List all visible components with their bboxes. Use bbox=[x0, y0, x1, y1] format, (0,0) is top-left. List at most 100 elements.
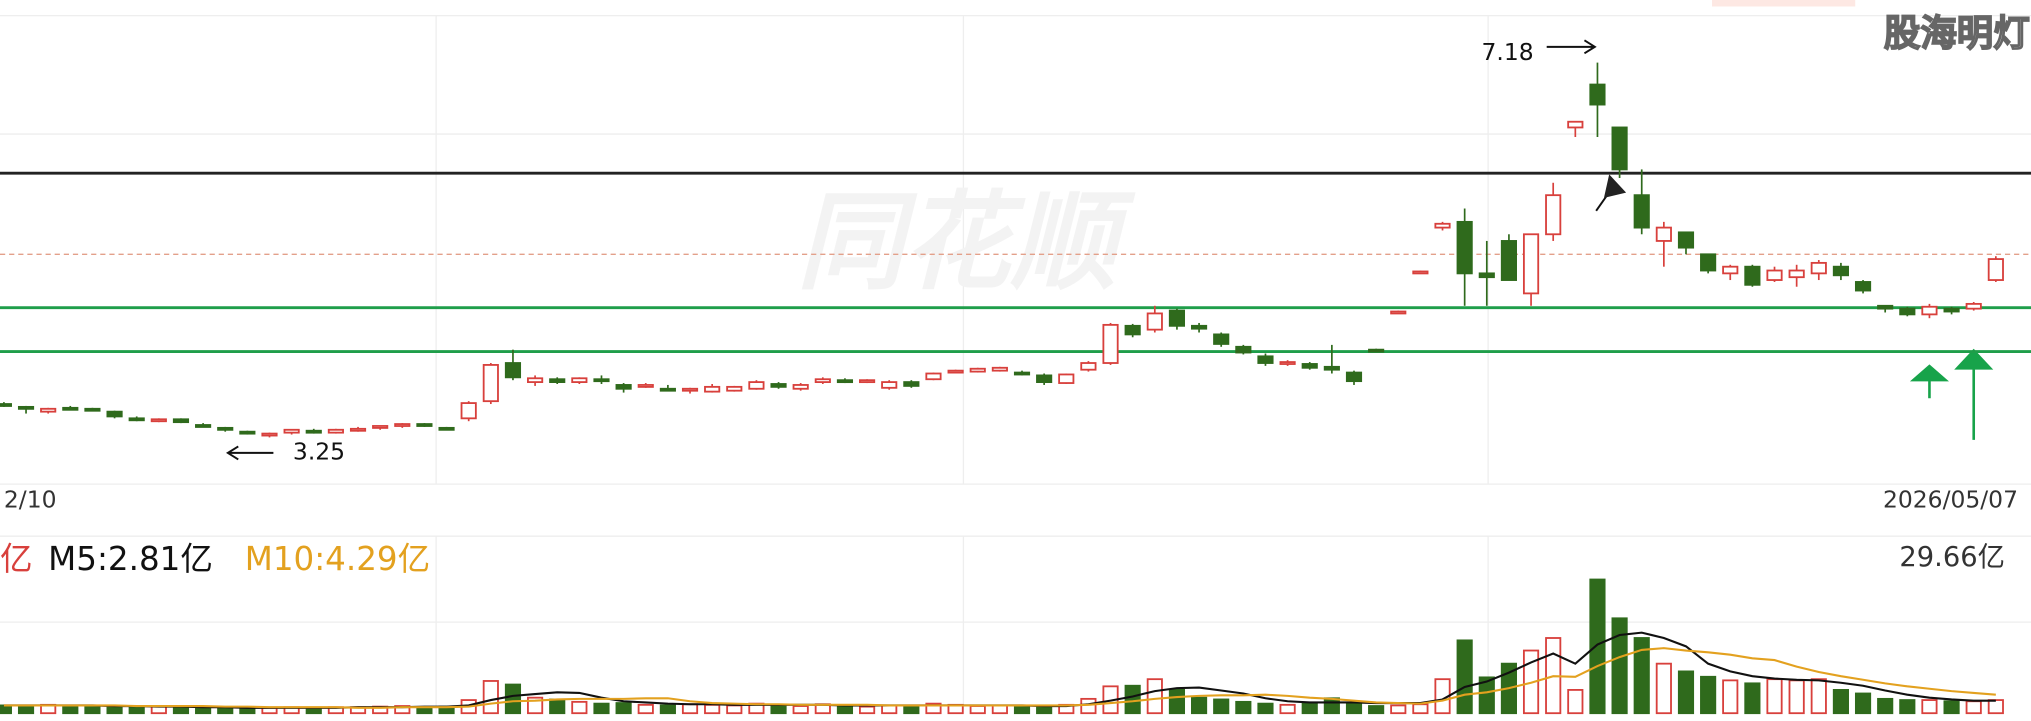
candle-body bbox=[84, 407, 101, 412]
volume-bar bbox=[84, 705, 101, 715]
candle-body bbox=[283, 428, 300, 434]
volume-bar bbox=[1899, 699, 1916, 715]
candle-body bbox=[1877, 304, 1894, 310]
volume-bar bbox=[1810, 678, 1827, 715]
candle-body bbox=[504, 362, 522, 379]
candle-body bbox=[1013, 371, 1031, 376]
volume-bar bbox=[1456, 639, 1473, 715]
volume-bar bbox=[1190, 696, 1208, 715]
candle-body bbox=[217, 426, 234, 431]
volume-bar bbox=[394, 705, 411, 715]
volume-bar bbox=[792, 705, 809, 715]
candle-body bbox=[1301, 363, 1318, 369]
watermark: 同花顺 bbox=[797, 181, 1137, 305]
candle-body bbox=[1677, 231, 1695, 249]
candle-body bbox=[261, 432, 278, 437]
volume-bar bbox=[128, 706, 145, 715]
candle-body bbox=[1390, 310, 1407, 315]
volume-bar bbox=[1987, 699, 2004, 715]
volume-bar bbox=[195, 706, 212, 715]
volume-bar bbox=[1633, 637, 1650, 715]
volume-bar bbox=[1567, 689, 1584, 715]
low-label: 3.25 bbox=[293, 437, 345, 465]
candle-body bbox=[1899, 307, 1916, 316]
candle-body bbox=[1478, 272, 1495, 279]
candle-body bbox=[991, 366, 1008, 372]
candle-body bbox=[1722, 265, 1739, 275]
candle-body bbox=[1323, 365, 1340, 371]
candle-body bbox=[1257, 355, 1274, 364]
volume-bar bbox=[1589, 578, 1606, 715]
candle-body bbox=[372, 425, 389, 429]
candle-body bbox=[615, 384, 632, 390]
candle-body bbox=[1434, 222, 1451, 229]
high-label: 7.18 bbox=[1481, 38, 1533, 66]
volume-bar bbox=[1124, 684, 1141, 715]
candle-body bbox=[438, 426, 455, 431]
candle-body bbox=[40, 407, 57, 413]
volume-bar bbox=[903, 705, 920, 715]
candle-body bbox=[571, 377, 588, 384]
volume-bar bbox=[1013, 705, 1031, 715]
candle-body bbox=[969, 367, 986, 373]
volume-bar bbox=[881, 704, 898, 715]
ma10-legend: M10:4.29亿 bbox=[245, 540, 430, 578]
volume-bar bbox=[172, 706, 190, 715]
candle-body bbox=[1102, 323, 1119, 364]
arrow-head bbox=[1603, 174, 1627, 198]
volume-bar bbox=[1655, 662, 1672, 715]
volume-bar bbox=[1788, 679, 1805, 715]
candle-body bbox=[394, 423, 411, 427]
volume-bar bbox=[1677, 670, 1695, 715]
candle-body bbox=[1987, 258, 2004, 281]
candle-body bbox=[172, 418, 190, 424]
volume-bar bbox=[726, 704, 743, 715]
candle-body bbox=[62, 406, 79, 411]
candle-body bbox=[1124, 324, 1141, 336]
candle-body bbox=[1766, 269, 1783, 281]
volume-max-label: 29.66亿 bbox=[1899, 542, 2005, 573]
candle-body bbox=[1456, 220, 1473, 275]
volume-bar bbox=[1412, 703, 1429, 715]
arrow bbox=[1546, 39, 1597, 55]
candle-body bbox=[925, 372, 942, 381]
candle-body bbox=[1036, 374, 1053, 384]
volume-bar bbox=[1700, 675, 1717, 715]
candle-body bbox=[1500, 240, 1518, 281]
volume-bar bbox=[1744, 682, 1761, 715]
volume-bar bbox=[239, 707, 256, 715]
volume-bar bbox=[615, 702, 632, 715]
volume-bar bbox=[1036, 705, 1053, 715]
candle-body bbox=[1190, 324, 1208, 330]
candle-body bbox=[1633, 194, 1650, 229]
volume-bar bbox=[1722, 679, 1739, 715]
volume-bar bbox=[482, 680, 499, 715]
volume-bar bbox=[1611, 617, 1628, 715]
volume-bar bbox=[1323, 697, 1340, 715]
candle-body bbox=[1412, 270, 1429, 275]
candle-body bbox=[681, 387, 699, 392]
candle-body bbox=[770, 383, 787, 388]
arrow-head bbox=[1954, 348, 1994, 370]
volume-bar bbox=[836, 705, 854, 715]
candle-body bbox=[1655, 226, 1672, 242]
candle-body bbox=[1545, 194, 1562, 236]
volume-bar bbox=[504, 683, 522, 715]
candle-body bbox=[903, 381, 920, 387]
candle-body bbox=[549, 378, 566, 384]
volume-bar bbox=[549, 698, 566, 715]
volume-bar bbox=[1390, 704, 1407, 715]
candle-body bbox=[1213, 333, 1230, 345]
volume-bar bbox=[1345, 701, 1363, 715]
arrow bbox=[225, 445, 274, 461]
x-date-label: 2/10 bbox=[4, 486, 57, 514]
candle-body bbox=[593, 378, 610, 383]
volume-bar bbox=[704, 703, 721, 715]
candle-body bbox=[947, 369, 964, 374]
volume-bar bbox=[1146, 678, 1163, 715]
volume-bar bbox=[1854, 692, 1872, 715]
volume-bar bbox=[593, 702, 610, 715]
candle-body bbox=[349, 427, 367, 432]
candle-body bbox=[1522, 233, 1540, 295]
